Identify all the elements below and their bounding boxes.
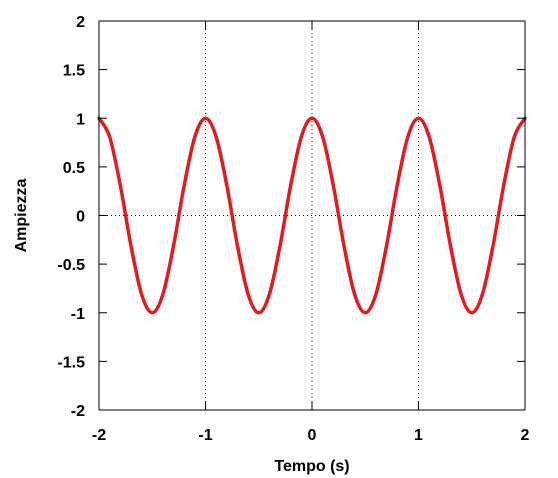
x-tick-label: -1 [198,427,212,444]
x-axis-title: Tempo (s) [274,458,349,475]
series-layer [97,116,527,315]
series-line [97,116,527,315]
grid-lines [99,21,525,410]
y-tick-label: 0 [76,209,85,226]
x-tick-label: 1 [414,427,423,444]
y-tick-label: 1 [76,111,85,128]
y-axis-title: Ampiezza [13,179,30,253]
x-tick-label: 0 [308,427,317,444]
tick-labels: -2 -1 0 1 2 -2 -1.5 -1 -0.5 0 0.5 1 1.5 2 [57,14,529,444]
y-tick-label: 0.5 [63,160,85,177]
x-tick-label: 2 [521,427,530,444]
x-tick-label: -2 [92,427,106,444]
y-tick-label: -2 [71,403,85,420]
y-tick-label: 2 [76,14,85,31]
axis-ticks [98,20,526,411]
y-tick-label: -1 [71,306,85,323]
y-tick-label: -0.5 [57,257,85,274]
y-tick-label: -1.5 [57,354,85,371]
y-tick-label: 1.5 [63,63,85,80]
